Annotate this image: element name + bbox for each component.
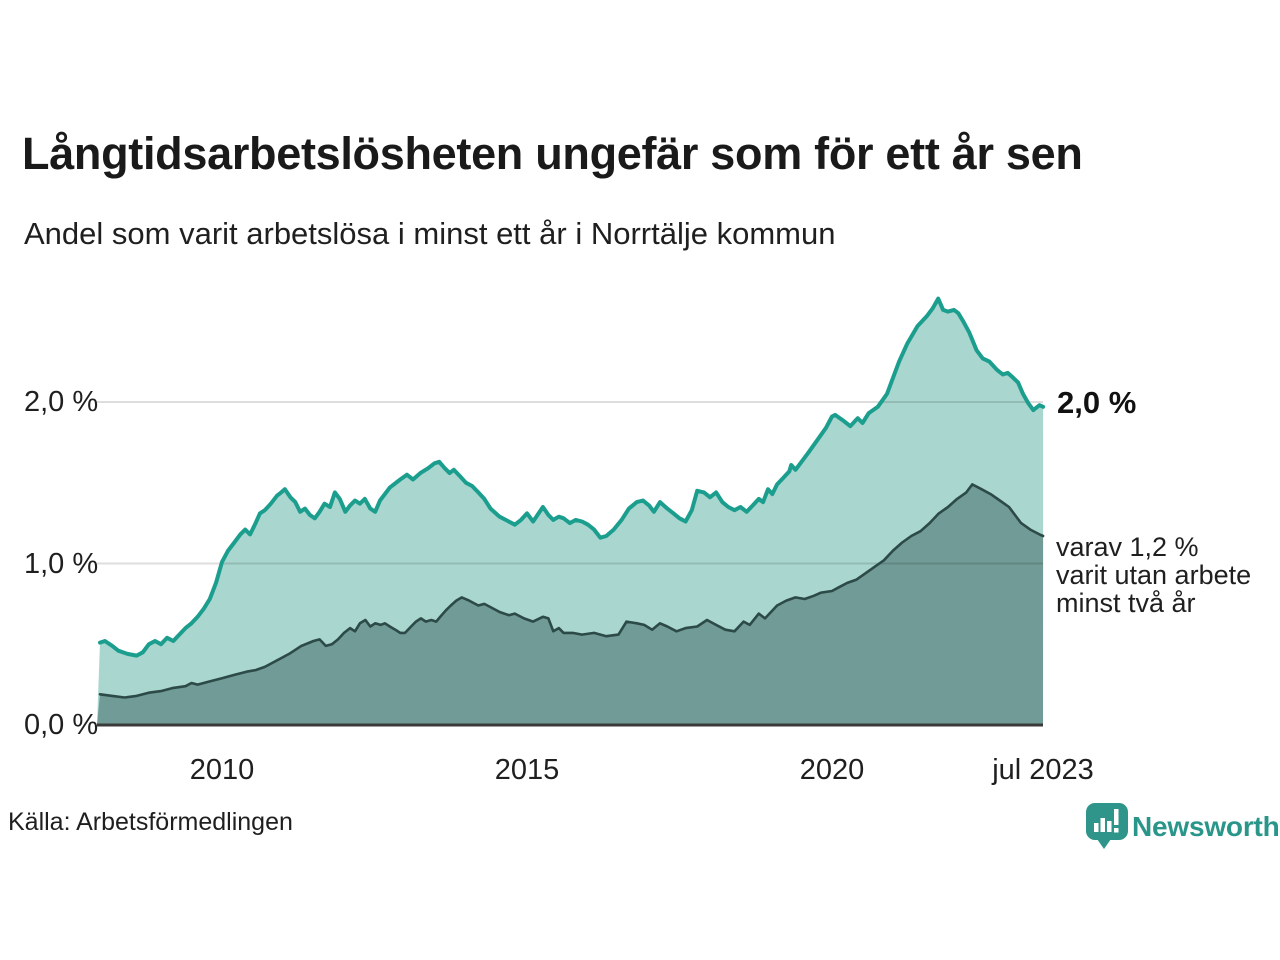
annotation-line-1: varav 1,2 %: [1056, 532, 1199, 562]
y-tick-label-2: 2,0 %: [24, 386, 99, 418]
line-utan-arbete-minst-tva-ar: [98, 483, 1045, 699]
source-credit: Källa: Arbetsförmedlingen: [8, 808, 293, 836]
annotation-line-2: varit utan arbete: [1056, 560, 1252, 590]
x-tick-label-2010: 2010: [189, 754, 255, 786]
page-subtitle: Andel som varit arbetslösa i minst ett å…: [24, 216, 836, 251]
page-title: Långtidsarbetslösheten ungefär som för e…: [22, 128, 1083, 179]
newsworthy-logo-text: Newsworthy: [1132, 811, 1280, 842]
newsworthy-bubble-chart-icon: [1086, 803, 1128, 849]
line-arbetslosa-minst-ett-ar: [98, 296, 1046, 658]
annotation-line-3: minst två år: [1056, 588, 1196, 618]
x-tick-label-jul-2023: jul 2023: [992, 754, 1094, 786]
y-tick-label-0: 0,0 %: [24, 709, 99, 741]
two-year-annotation: varav 1,2 % varit utan arbete minst två …: [1056, 533, 1251, 617]
x-tick-label-2020: 2020: [799, 754, 865, 786]
area-fill-utan-arbete-minst-tva-ar: [97, 484, 1044, 725]
y-tick-label-1: 1,0 %: [24, 547, 99, 580]
series-end-value-label: 2,0 %: [1057, 385, 1137, 420]
x-tick-label-2015: 2015: [494, 754, 560, 786]
